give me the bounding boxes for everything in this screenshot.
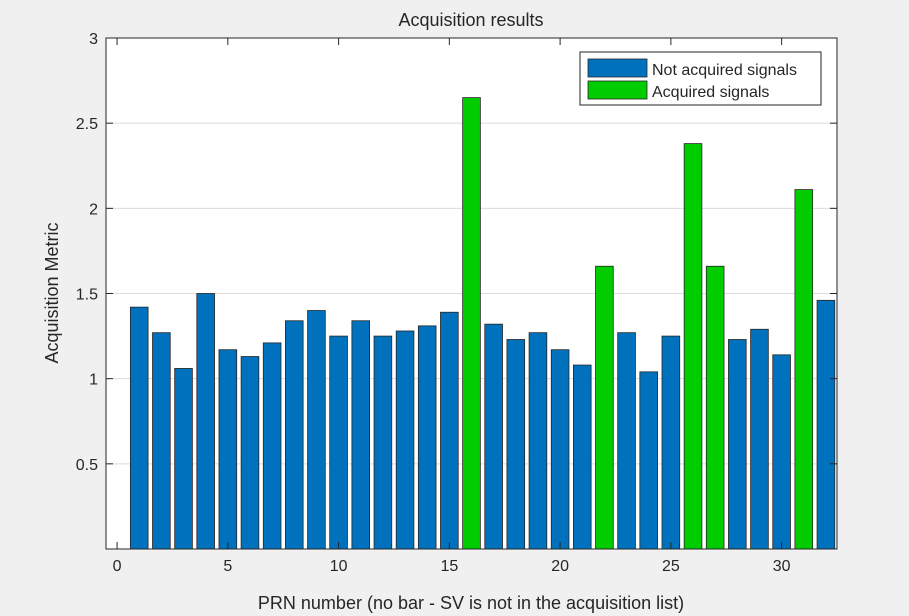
y-tick-label: 0.5 bbox=[76, 457, 98, 474]
bar-not-acquired bbox=[750, 328, 769, 550]
x-tick-label: 5 bbox=[223, 558, 232, 575]
bars bbox=[129, 97, 836, 550]
y-axis-label: Acquisition Metric bbox=[42, 222, 62, 363]
bar-not-acquired bbox=[218, 349, 238, 550]
bar-acquired bbox=[595, 265, 614, 550]
bar-not-acquired bbox=[772, 354, 791, 550]
bar-not-acquired bbox=[152, 332, 171, 550]
x-tick-label: 0 bbox=[113, 558, 122, 575]
bar-not-acquired bbox=[550, 349, 570, 550]
y-tick-label: 1 bbox=[89, 372, 98, 389]
bar-not-acquired bbox=[506, 339, 526, 550]
x-tick-label: 20 bbox=[551, 558, 569, 575]
x-axis-label: PRN number (no bar - SV is not in the ac… bbox=[258, 593, 684, 613]
bar-not-acquired bbox=[484, 323, 503, 550]
bar-not-acquired bbox=[661, 335, 681, 550]
x-tick-label: 10 bbox=[330, 558, 348, 575]
x-tick-label: 15 bbox=[440, 558, 458, 575]
bar-not-acquired bbox=[351, 320, 371, 550]
bar-not-acquired bbox=[417, 325, 437, 550]
bar-not-acquired bbox=[395, 330, 415, 550]
bar-acquired bbox=[794, 189, 814, 550]
bar-acquired bbox=[462, 97, 481, 550]
legend-swatch-acquired bbox=[587, 80, 648, 100]
bar-not-acquired bbox=[528, 332, 548, 550]
bar-not-acquired bbox=[285, 320, 304, 550]
y-tick-label: 2 bbox=[89, 201, 98, 218]
bar-not-acquired bbox=[307, 310, 326, 550]
bar-not-acquired bbox=[440, 311, 459, 550]
y-tick-label: 1.5 bbox=[76, 287, 98, 304]
bar-not-acquired bbox=[373, 335, 393, 550]
bar-not-acquired bbox=[816, 299, 836, 550]
legend: Not acquired signals Acquired signals bbox=[579, 51, 822, 106]
y-tick-label: 2.5 bbox=[76, 116, 98, 133]
legend-label-acquired: Acquired signals bbox=[652, 84, 769, 101]
bar-not-acquired bbox=[240, 356, 260, 550]
y-tick-label: 3 bbox=[89, 31, 98, 48]
bar-not-acquired bbox=[129, 306, 149, 550]
bar-not-acquired bbox=[639, 371, 658, 550]
legend-label-not-acquired: Not acquired signals bbox=[652, 62, 797, 79]
chart-title: Acquisition results bbox=[398, 10, 543, 30]
bar-acquired bbox=[683, 143, 703, 550]
bar-not-acquired bbox=[572, 364, 592, 550]
x-tick-label: 30 bbox=[773, 558, 791, 575]
bar-not-acquired bbox=[262, 342, 282, 550]
bar-acquired bbox=[705, 265, 725, 550]
bar-not-acquired bbox=[329, 335, 348, 550]
axis-ticks: 0.511.522.530 5 10 15 20 25 30 bbox=[76, 31, 837, 575]
bar-not-acquired bbox=[196, 293, 215, 550]
bar-not-acquired bbox=[617, 332, 636, 550]
x-tick-label: 25 bbox=[662, 558, 680, 575]
legend-swatch-not-acquired bbox=[587, 58, 648, 78]
bar-not-acquired bbox=[174, 368, 193, 550]
bar-not-acquired bbox=[728, 339, 747, 550]
